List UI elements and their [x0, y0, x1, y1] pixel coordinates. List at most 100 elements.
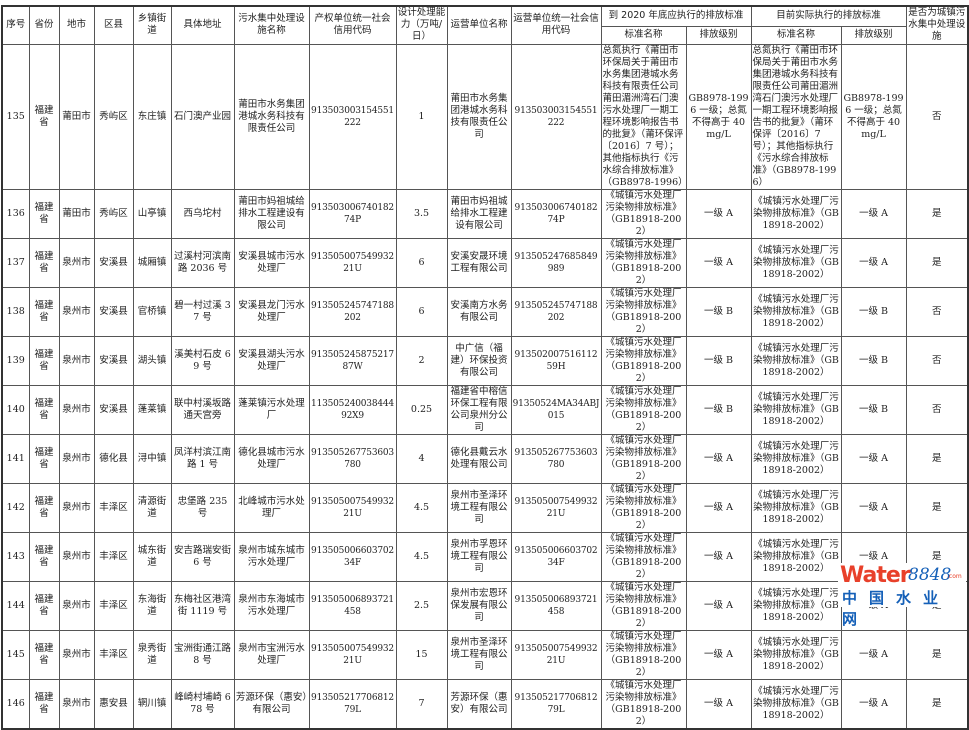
header-operator-code: 运营单位统一社会信用代码 — [510, 5, 602, 45]
cell-province: 福建省 — [28, 237, 60, 288]
cell-city: 泉州市 — [58, 237, 95, 288]
cell-std-2020-level: 一级 A — [685, 678, 752, 729]
cell-facility: 安溪县龙门污水处理厂 — [233, 286, 310, 337]
cell-operator-code: 91350300674018274P — [510, 188, 602, 239]
cell-facility: 莆田市水务集团港城水务科技有限责任公司 — [233, 43, 310, 190]
cell-address: 西乌坨村 — [170, 188, 235, 239]
cell-is-urban: 是 — [905, 188, 969, 239]
cell-owner-code: 91350500754993221U — [308, 237, 397, 288]
cell-city: 泉州市 — [58, 384, 95, 435]
cell-county: 安溪县 — [93, 286, 134, 337]
cell-facility: 德化县城市污水处理厂 — [233, 433, 310, 484]
cell-seq: 143 — [1, 531, 30, 582]
header-is-urban: 是否为城镇污水集中处理设施 — [905, 5, 969, 45]
header-province: 省份 — [28, 5, 60, 45]
cell-county: 德化县 — [93, 433, 134, 484]
cell-owner-code: 91350500660370234F — [308, 531, 397, 582]
header-facility: 污水集中处理设施名称 — [233, 5, 310, 45]
cell-capacity: 0.25 — [395, 384, 448, 435]
cell-std-2020-name: 《城镇污水处理厂污染物排放标准》（GB18918-2002） — [600, 482, 687, 533]
wastewater-facility-table: 序号 省份 地市 区县 乡镇街道 具体地址 污水集中处理设施名称 产权单位统一社… — [1, 5, 969, 730]
cell-std-2020-name: 总氮执行《莆田市环保局关于莆田市水务集团港城水务科技有限责任公司莆田湄洲湾石门澳… — [600, 43, 687, 190]
cell-owner-code: 913505006893721458 — [308, 580, 397, 631]
table-row: 139 福建省 泉州市 安溪县 湖头镇 溪美村石皮 69 号安溪县湖头污水处理厂 91350… — [1, 335, 969, 386]
cell-std-current-name: 《城镇污水处理厂污染物排放标准》（GB18918-2002） — [750, 531, 842, 582]
cell-std-current-level: 一级 B — [840, 335, 907, 386]
cell-std-2020-level: 一级 A — [685, 433, 752, 484]
cell-operator: 泉州市孚恩环境工程有限公司 — [446, 531, 512, 582]
cell-address: 碧一村过溪 37 号 — [170, 286, 235, 337]
cell-city: 泉州市 — [58, 531, 95, 582]
cell-province: 福建省 — [28, 580, 60, 631]
cell-address: 东梅社区港湾街 1119 号 — [170, 580, 235, 631]
cell-town: 浔中镇 — [132, 433, 172, 484]
cell-std-current-level: 一级 A — [840, 433, 907, 484]
cell-is-urban: 否 — [905, 286, 969, 337]
table-row: 136 福建省 莆田市 秀屿区 山亭镇 西乌坨村 莆田市妈祖城给排水工程建设有限公司 9135… — [1, 188, 969, 239]
cell-capacity: 6 — [395, 286, 448, 337]
table-row: 145 福建省 泉州市 丰泽区 泉秀街道 宝洲街通江路 8 号泉州市宝洲污水处理厂 9135… — [1, 629, 969, 680]
cell-std-current-level: 一级 B — [840, 286, 907, 337]
cell-operator: 莆田市水务集团港城水务科技有限责任公司 — [446, 43, 512, 190]
cell-operator: 芳源环保（惠安）有限公司 — [446, 678, 512, 729]
cell-city: 泉州市 — [58, 482, 95, 533]
cell-operator: 安溪南方水务有限公司 — [446, 286, 512, 337]
cell-std-2020-name: 《城镇污水处理厂污染物排放标准》（GB18918-2002） — [600, 286, 687, 337]
cell-operator: 莆田市妈祖城给排水工程建设有限公司 — [446, 188, 512, 239]
cell-std-current-level: 一级 B — [840, 384, 907, 435]
cell-address: 过溪村河滨南路 2036 号 — [170, 237, 235, 288]
cell-address: 安吉路瑞安街 6 号 — [170, 531, 235, 582]
cell-std-2020-level: 一级 A — [685, 629, 752, 680]
cell-std-2020-name: 《城镇污水处理厂污染物排放标准》（GB18918-2002） — [600, 384, 687, 435]
table-body: 135 福建省 莆田市 秀屿区 东庄镇 石门澳产业园 莆田市水务集团港城水务科技有限责任公司… — [1, 43, 969, 729]
header-seq: 序号 — [1, 5, 30, 45]
cell-facility: 泉州市宝洲污水处理厂 — [233, 629, 310, 680]
table-row: 141 福建省 泉州市 德化县 浔中镇 凤洋村滨江南路 1 号德化县城市污水处理厂 9135… — [1, 433, 969, 484]
cell-town: 泉秀街道 — [132, 629, 172, 680]
cell-facility: 芳源环保（惠安）有限公司 — [233, 678, 310, 729]
cell-seq: 138 — [1, 286, 30, 337]
cell-operator-code: 913505006893721458 — [510, 580, 602, 631]
header-std-2020-level: 排放级别 — [685, 25, 752, 45]
cell-city: 莆田市 — [58, 188, 95, 239]
cell-county: 安溪县 — [93, 335, 134, 386]
cell-address: 忠堡路 235 号 — [170, 482, 235, 533]
cell-facility: 泉州市城东城市污水处理厂 — [233, 531, 310, 582]
cell-city: 泉州市 — [58, 433, 95, 484]
cell-std-current-level: 一级 A — [840, 237, 907, 288]
cell-town: 城东街道 — [132, 531, 172, 582]
cell-std-2020-name: 《城镇污水处理厂污染物排放标准》（GB18918-2002） — [600, 335, 687, 386]
cell-is-urban: 是 — [905, 629, 969, 680]
cell-facility: 莆田市妈祖城给排水工程建设有限公司 — [233, 188, 310, 239]
cell-address: 石门澳产业园 — [170, 43, 235, 190]
watermark-chinese: 中国水业网 — [842, 589, 951, 628]
cell-std-current-name: 《城镇污水处理厂污染物排放标准》（GB18918-2002） — [750, 335, 842, 386]
cell-is-urban: 是 — [905, 678, 969, 729]
cell-operator: 安溪安晟环境工程有限公司 — [446, 237, 512, 288]
cell-std-current-level: 一级 A — [840, 678, 907, 729]
cell-operator: 泉州市圣泽环境工程有限公司 — [446, 629, 512, 680]
cell-address: 峰崎村埔崎 678 号 — [170, 678, 235, 729]
table-row: 146 福建省 泉州市 惠安县 辋川镇 峰崎村埔崎 678 号芳源环保（惠安）有限公司 91… — [1, 678, 969, 729]
cell-std-2020-level: 一级 B — [685, 286, 752, 337]
cell-capacity: 15 — [395, 629, 448, 680]
cell-owner-code: 913503003154551222 — [308, 43, 397, 190]
cell-std-2020-level: 一级 B — [685, 335, 752, 386]
header-operator: 运营单位名称 — [446, 5, 512, 45]
cell-std-current-name: 《城镇污水处理厂污染物排放标准》（GB18918-2002） — [750, 286, 842, 337]
header-std-current-name: 标准名称 — [750, 25, 842, 45]
header-std-2020: 到 2020 年底应执行的排放标准 — [600, 5, 752, 27]
cell-std-2020-name: 《城镇污水处理厂污染物排放标准》（GB18918-2002） — [600, 580, 687, 631]
cell-county: 安溪县 — [93, 237, 134, 288]
cell-std-current-name: 总氮执行《莆田市环保局关于莆田市水务集团港城水务科技有限责任公司莆田湄洲湾石门澳… — [750, 43, 842, 190]
table-row: 142 福建省 泉州市 丰泽区 清源街道 忠堡路 235 号北峰城市污水处理厂 913505… — [1, 482, 969, 533]
cell-facility: 安溪县城市污水处理厂 — [233, 237, 310, 288]
cell-std-current-name: 《城镇污水处理厂污染物排放标准》（GB18918-2002） — [750, 678, 842, 729]
cell-std-current-level: 一级 A — [840, 629, 907, 680]
cell-std-current-name: 《城镇污水处理厂污染物排放标准》（GB18918-2002） — [750, 482, 842, 533]
cell-province: 福建省 — [28, 629, 60, 680]
cell-town: 湖头镇 — [132, 335, 172, 386]
cell-is-urban: 是 — [905, 482, 969, 533]
cell-province: 福建省 — [28, 286, 60, 337]
cell-facility: 安溪县湖头污水处理厂 — [233, 335, 310, 386]
